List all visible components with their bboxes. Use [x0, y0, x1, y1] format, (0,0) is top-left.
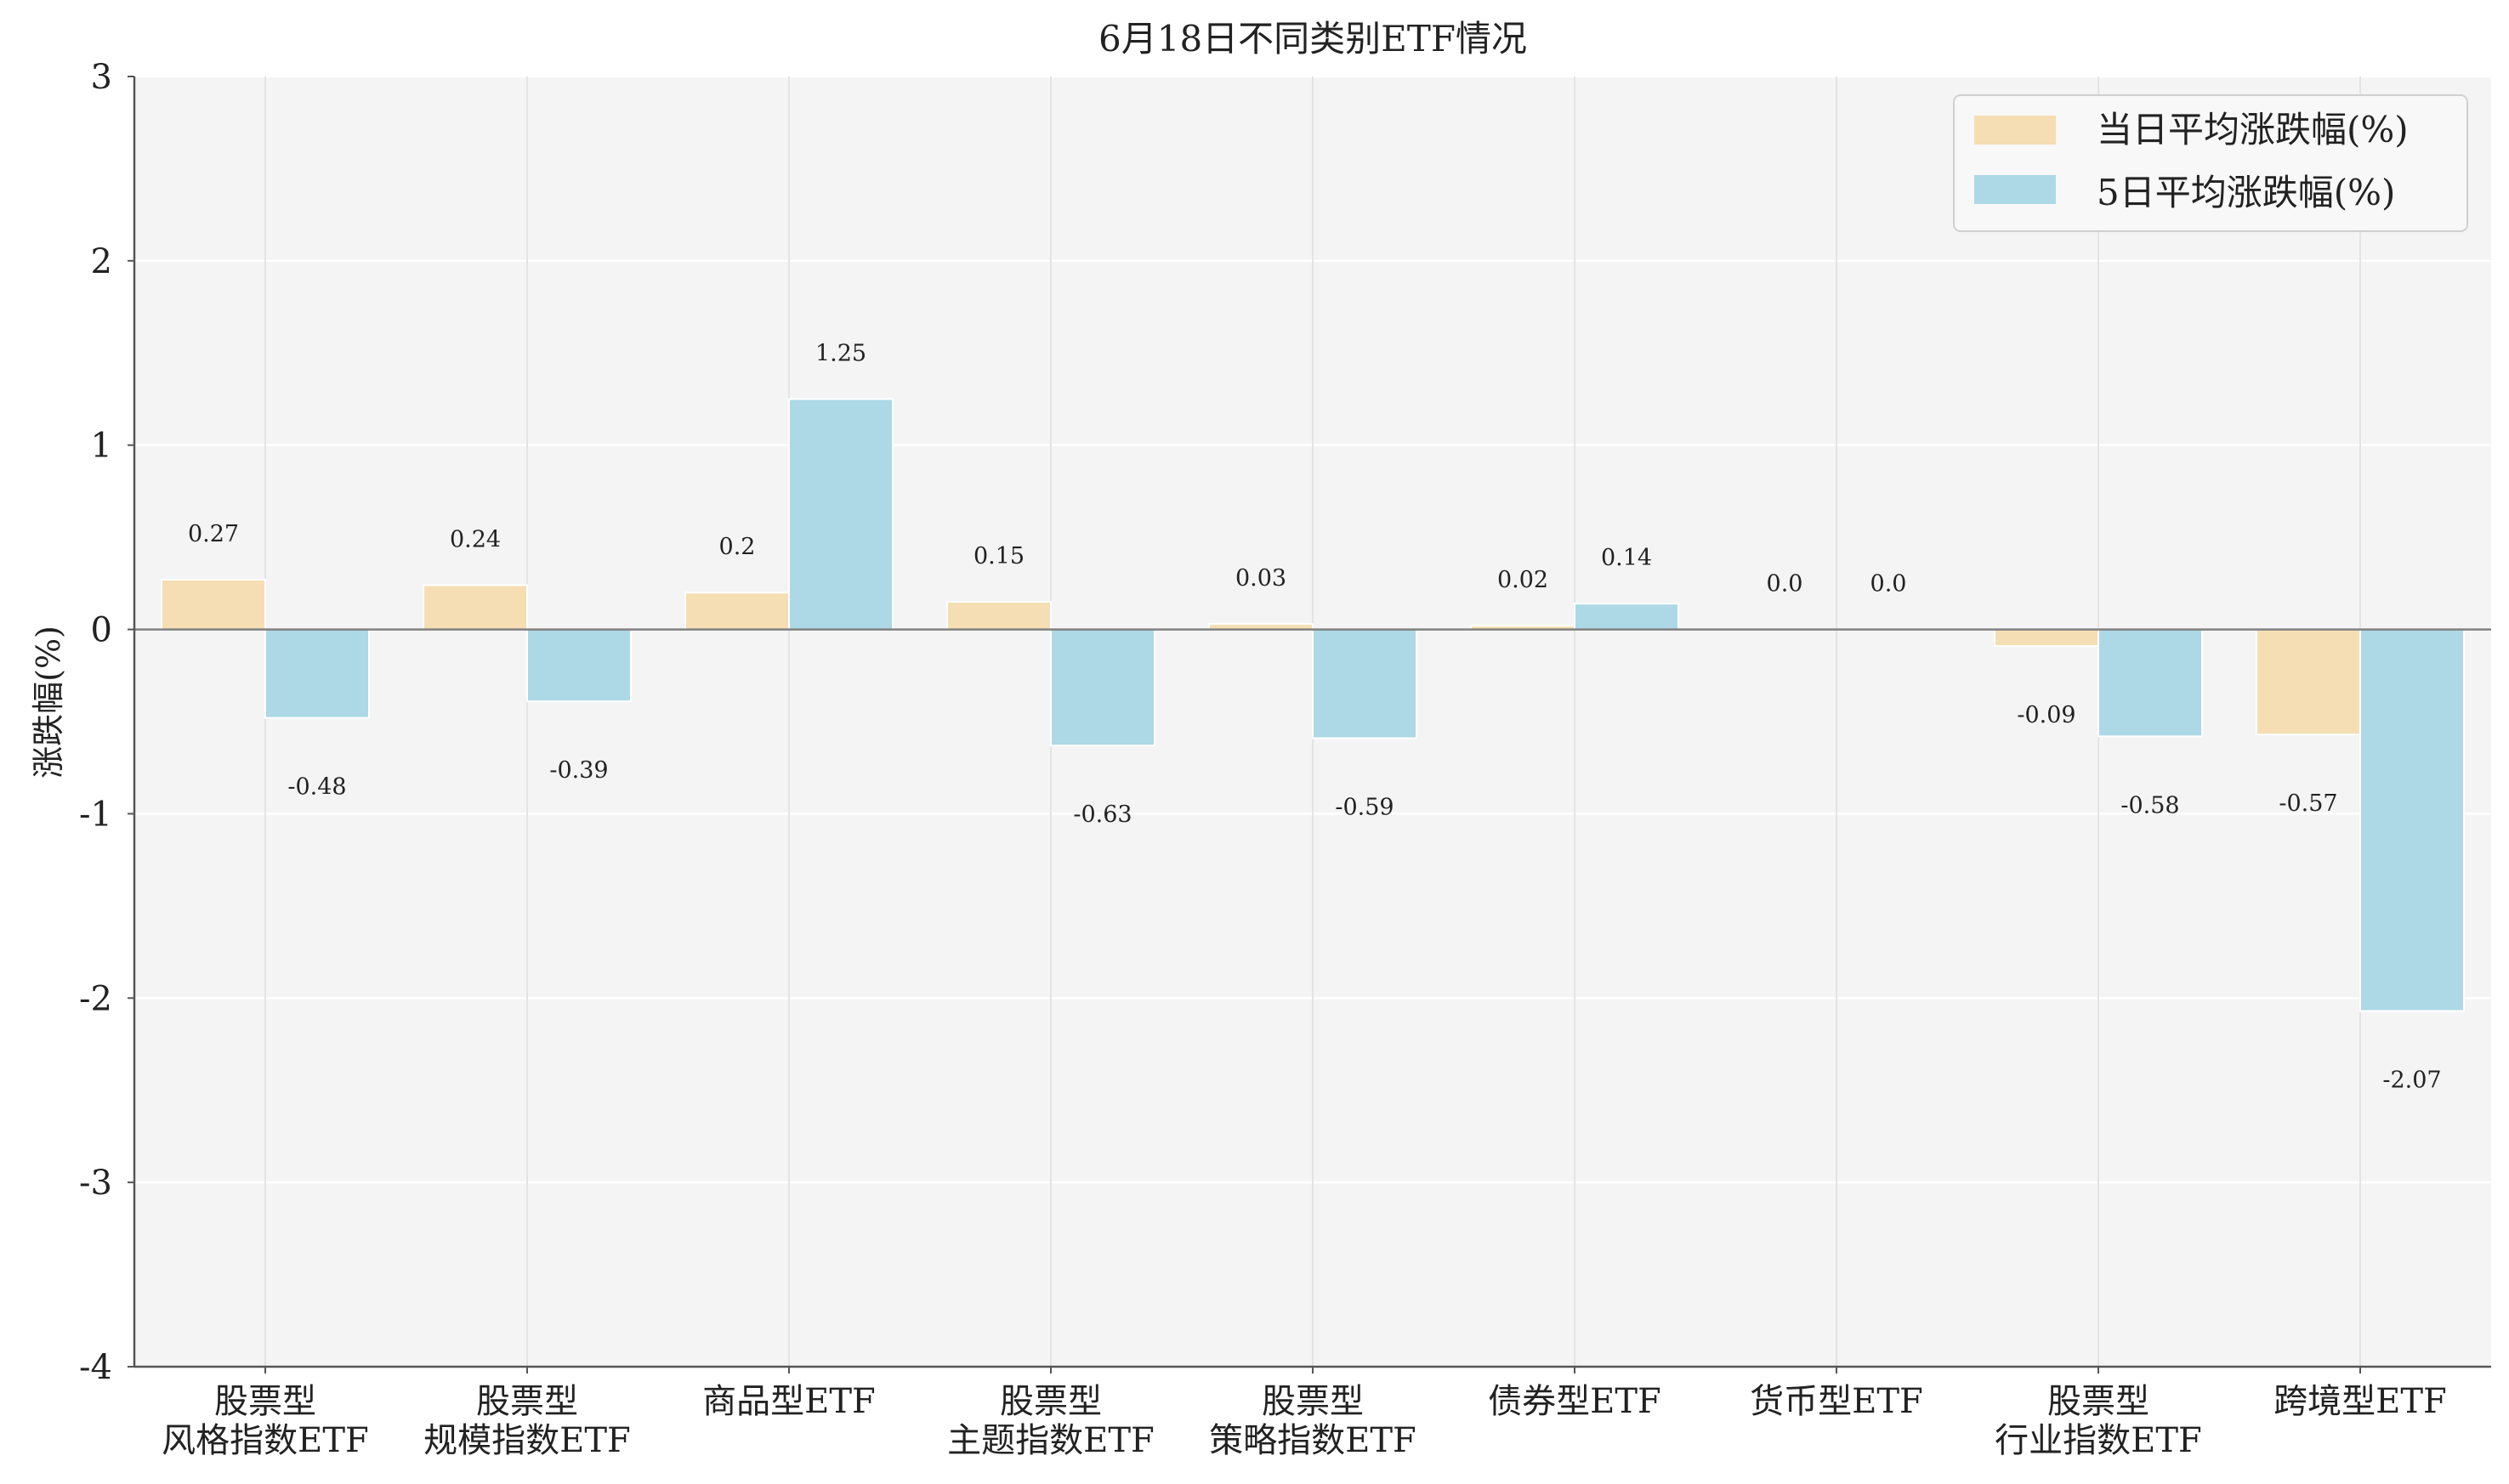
data-label-5day: -0.39 — [549, 757, 608, 784]
y-tick-label: -2 — [79, 979, 112, 1018]
data-label-daily: 0.27 — [188, 521, 239, 547]
x-category-label: 策略指数ETF — [1209, 1421, 1416, 1460]
bar-5day — [264, 628, 370, 719]
legend-swatch-5day — [1974, 175, 2056, 204]
x-category-label: 跨境型ETF — [2273, 1382, 2447, 1421]
data-label-5day: 1.25 — [815, 341, 866, 367]
data-label-5day: -0.48 — [287, 774, 346, 801]
x-category-label: 股票型 — [214, 1382, 316, 1421]
data-label-5day: -2.07 — [2382, 1067, 2441, 1093]
legend: 当日平均涨跌幅(%) 5日平均涨跌幅(%) — [1953, 94, 2468, 232]
y-axis-label: 涨跌幅(%) — [30, 626, 67, 779]
bar-5day — [2097, 628, 2203, 738]
data-label-5day: 0.14 — [1601, 545, 1652, 571]
bar-5day — [1312, 628, 1417, 739]
y-tick-label: 3 — [91, 58, 112, 97]
bar-daily — [684, 592, 790, 631]
bar-5day — [1574, 603, 1679, 631]
bar-daily — [1994, 628, 2099, 648]
label-layer: -4 -3 -2 -1 0 1 2 3 0.27 0.24 0.2 0.15 0.03 0.02 0.0 -0… — [79, 58, 2447, 1460]
bar-layer — [161, 398, 2465, 1012]
x-category-label: 主题指数ETF — [947, 1421, 1155, 1460]
data-label-5day: -0.59 — [1335, 795, 1394, 821]
data-label-daily: 0.24 — [450, 527, 501, 553]
bar-daily — [946, 601, 1052, 631]
legend-label-5day: 5日平均涨跌幅(%) — [2097, 172, 2395, 213]
axis-layer — [128, 76, 2491, 1374]
data-label-daily: -0.09 — [2017, 702, 2075, 728]
x-category-label: 规模指数ETF — [423, 1421, 631, 1460]
x-category-label: 股票型 — [1000, 1382, 1102, 1421]
x-category-label: 商品型ETF — [702, 1382, 876, 1421]
data-label-daily: 0.02 — [1497, 567, 1548, 593]
y-tick-label: 2 — [91, 242, 112, 281]
x-category-label: 股票型 — [2047, 1382, 2149, 1421]
data-label-5day: 0.0 — [1870, 571, 1907, 598]
bar-daily — [161, 579, 266, 631]
y-tick-label: -3 — [79, 1164, 112, 1203]
data-label-5day: -0.58 — [2120, 792, 2179, 818]
data-label-daily: -0.57 — [2279, 790, 2337, 817]
legend-swatch-daily — [1974, 116, 2056, 144]
bar-5day — [2359, 628, 2465, 1012]
x-category-label: 货币型ETF — [1750, 1382, 1923, 1421]
chart-title: 6月18日不同类别ETF情况 — [1098, 18, 1527, 59]
bar-5day — [526, 628, 632, 703]
bar-daily — [423, 584, 528, 631]
x-category-label: 股票型 — [1262, 1382, 1364, 1421]
data-label-daily: 0.03 — [1235, 565, 1286, 592]
data-label-daily: 0.0 — [1767, 571, 1803, 598]
data-label-daily: 0.2 — [719, 534, 756, 560]
legend-label-daily: 当日平均涨跌幅(%) — [2097, 109, 2409, 150]
y-tick-label: 0 — [91, 611, 112, 650]
y-tick-label: -1 — [79, 795, 112, 834]
bar-5day — [788, 398, 894, 631]
y-tick-label: 1 — [91, 427, 112, 466]
grid-layer — [134, 75, 2491, 1368]
data-label-daily: 0.15 — [974, 543, 1025, 569]
x-category-label: 债券型ETF — [1488, 1382, 1661, 1421]
x-category-label: 行业指数ETF — [1995, 1421, 2202, 1460]
bar-daily — [2256, 628, 2361, 736]
bar-5day — [1050, 628, 1155, 747]
y-tick-label: -4 — [79, 1348, 112, 1387]
legend-box — [1953, 94, 2468, 232]
x-category-label: 风格指数ETF — [162, 1421, 369, 1460]
data-label-5day: -0.63 — [1073, 801, 1132, 828]
x-category-label: 股票型 — [476, 1382, 578, 1421]
